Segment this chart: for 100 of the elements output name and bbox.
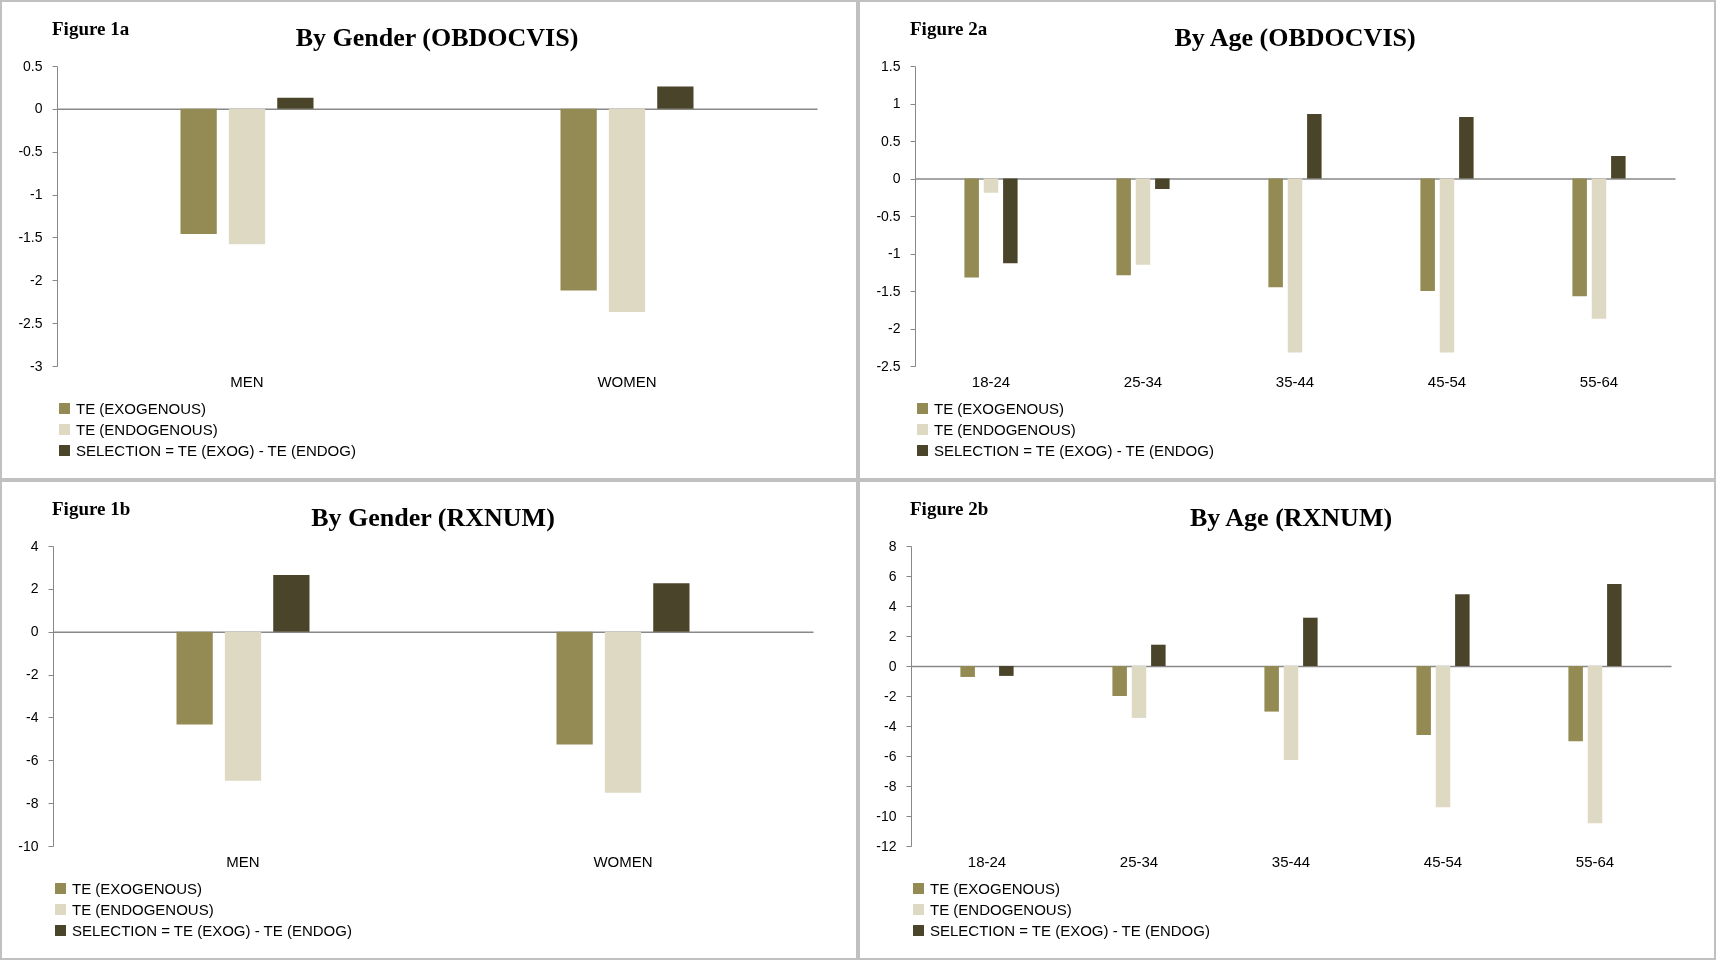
y-tick-label: -2	[26, 666, 39, 683]
bar	[1568, 666, 1583, 742]
y-tick-label: -2	[30, 271, 43, 288]
y-tick-label: 0	[30, 623, 39, 640]
x-tick-label: 35-44	[1275, 372, 1315, 390]
y-tick-label: -6	[884, 747, 897, 764]
y-tick-label: -6	[26, 751, 39, 768]
x-tick-label: MEN	[226, 852, 260, 870]
bar	[1420, 178, 1435, 291]
y-tick-label: 0	[34, 100, 43, 117]
y-tick-label: -1	[30, 186, 43, 203]
y-tick-label: -3	[30, 357, 43, 374]
y-tick-label: -8	[26, 794, 39, 811]
y-tick-label: 8	[888, 537, 897, 554]
legend-label: TE (EXOGENOUS)	[930, 879, 1061, 897]
x-tick-label: 35-44	[1271, 852, 1311, 870]
caption: Figure 1b	[52, 498, 131, 520]
bar	[1003, 178, 1018, 264]
bar	[1116, 178, 1131, 276]
legend-label: TE (ENDOGENOUS)	[72, 900, 214, 918]
chart-title: By Age (RXNUM)	[1189, 503, 1393, 532]
y-tick-label: -2	[888, 320, 901, 336]
bar	[1587, 666, 1603, 824]
bar	[608, 108, 646, 312]
bar	[228, 108, 266, 245]
bar	[556, 631, 593, 745]
x-tick-label: 25-34	[1119, 852, 1159, 870]
y-tick-label: -0.5	[18, 143, 43, 160]
bar	[1435, 666, 1451, 808]
y-tick-label: -2	[884, 687, 897, 704]
y-tick-label: 2	[30, 580, 39, 597]
legend-label: TE (ENDOGENOUS)	[930, 900, 1072, 918]
legend-label: SELECTION = TE (EXOG) - TE (ENDOG)	[76, 441, 356, 459]
y-tick-label: -2.5	[876, 357, 901, 374]
x-tick-label: WOMEN	[593, 852, 653, 870]
bar	[1287, 178, 1303, 353]
y-tick-label: -1.5	[18, 228, 43, 245]
y-tick-label: -1.5	[876, 282, 901, 299]
y-tick-label: 0	[888, 657, 897, 674]
bar	[1611, 156, 1626, 179]
bar	[560, 108, 597, 291]
y-tick-label: 0.5	[23, 57, 43, 74]
y-tick-label: -12	[876, 837, 897, 854]
x-tick-label: 45-54	[1427, 372, 1467, 390]
legend-label: SELECTION = TE (EXOG) - TE (ENDOG)	[72, 921, 352, 939]
y-tick-label: 6	[888, 567, 897, 584]
x-tick-label: 55-64	[1579, 372, 1619, 390]
bar	[1135, 178, 1151, 265]
bar	[999, 666, 1014, 676]
bar	[1459, 117, 1474, 179]
bar	[604, 631, 642, 793]
bar	[176, 631, 213, 725]
bar	[964, 178, 979, 278]
caption: Figure 2b	[910, 498, 989, 520]
y-tick-label: -0.5	[876, 207, 901, 224]
legend-label: TE (EXOGENOUS)	[934, 399, 1065, 417]
y-tick-label: -10	[876, 807, 897, 824]
x-tick-label: WOMEN	[597, 372, 657, 390]
bar	[1591, 178, 1607, 319]
y-tick-label: 0	[892, 170, 901, 186]
y-tick-label: 2	[888, 627, 897, 644]
y-tick-label: 4	[30, 537, 39, 554]
y-tick-label: 4	[888, 597, 897, 614]
bar	[1264, 666, 1279, 712]
bar	[1439, 178, 1455, 353]
bar	[273, 574, 310, 632]
caption: Figure 1a	[52, 18, 130, 40]
y-tick-label: -8	[884, 777, 897, 794]
y-tick-label: -2.5	[18, 314, 43, 331]
bar	[277, 97, 314, 109]
y-tick-label: 1.5	[881, 57, 901, 74]
bar	[653, 583, 690, 632]
y-tick-label: -4	[884, 717, 897, 734]
x-tick-label: 18-24	[971, 372, 1011, 390]
y-tick-label: 1	[892, 95, 901, 111]
bar	[1151, 644, 1166, 666]
bar	[1572, 178, 1587, 297]
legend-label: TE (ENDOGENOUS)	[76, 420, 218, 438]
bar	[1416, 666, 1431, 735]
bar	[1283, 666, 1299, 760]
chart-title: By Gender (RXNUM)	[311, 503, 555, 532]
bar	[180, 108, 217, 234]
x-tick-label: 18-24	[967, 852, 1007, 870]
bar	[1303, 617, 1318, 666]
bar	[1131, 666, 1147, 718]
bar	[1307, 114, 1322, 179]
legend-label: TE (EXOGENOUS)	[72, 879, 203, 897]
legend-label: SELECTION = TE (EXOG) - TE (ENDOG)	[934, 441, 1214, 459]
y-tick-label: 0.5	[881, 132, 901, 149]
bar	[1155, 178, 1170, 189]
legend-label: TE (EXOGENOUS)	[76, 399, 207, 417]
bar	[983, 178, 999, 193]
bar	[1455, 594, 1470, 666]
bar	[960, 666, 975, 677]
y-tick-label: -4	[26, 708, 39, 725]
y-tick-label: -10	[18, 837, 39, 854]
bar	[1607, 583, 1622, 666]
x-tick-label: 45-54	[1423, 852, 1463, 870]
chart-title: By Age (OBDOCVIS)	[1174, 23, 1416, 52]
legend-label: TE (ENDOGENOUS)	[934, 420, 1076, 438]
